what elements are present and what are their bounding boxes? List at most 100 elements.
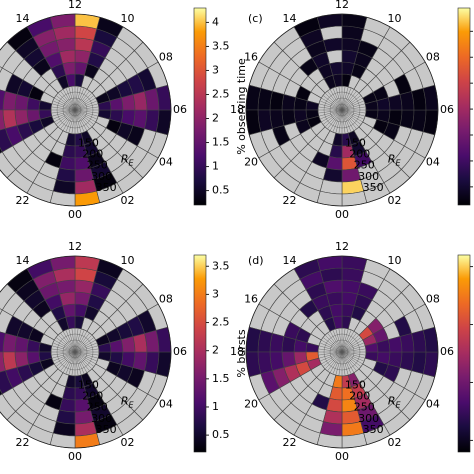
colorbar-tick-label: 0.5 [212,184,230,197]
hour-label: 12 [335,240,349,253]
inner-mesh [62,339,88,365]
r-label-sub: E [396,400,402,409]
heat-cell [74,49,91,65]
r-tick-label: 300 [91,170,112,183]
r-tick-label: 200 [82,148,103,161]
heat-cell [74,279,95,295]
colorbar-tick-label: 2 [212,344,219,357]
colorbar-tick-label: 2.5 [212,87,230,100]
heat-cell [55,409,76,425]
hour-label: 10 [388,254,402,267]
hour-label: 14 [283,12,297,25]
heat-cell [2,90,18,111]
heat-cell [341,49,358,65]
r-label-sub: E [396,158,402,167]
hour-label: 20 [244,156,258,169]
r-tick-label: 350 [96,181,117,194]
r-tick-label: 150 [78,378,99,391]
hour-label: 02 [388,194,402,207]
hour-label: 04 [426,156,440,169]
heat-cell [399,109,415,130]
hour-label: 06 [440,103,454,116]
r-tick-label: 250 [354,401,375,414]
hour-label: 22 [283,194,297,207]
r-label-main: R [388,395,396,408]
hour-label: 04 [159,398,173,411]
r-tick-label: 350 [363,423,384,436]
inner-mesh [56,91,94,129]
polar-panel: 000204060810121416182022150200250300350R… [230,240,473,463]
heat-cell [281,94,297,111]
hour-label: 02 [121,436,135,449]
inner-mesh [68,103,82,117]
r-tick-label: 250 [87,159,108,172]
hour-label: 12 [335,0,349,11]
heat-cell [14,336,30,353]
colorbar-tick-label: 3.5 [212,39,230,52]
hour-label: 18 [230,103,244,116]
hour-label: 08 [159,51,173,64]
inner-mesh [329,97,355,123]
hour-label: 00 [335,450,349,463]
hour-label: 12 [68,240,82,253]
outer-ring [0,13,172,207]
r-tick-label: 200 [349,148,370,161]
colorbar-tick-label: 1 [212,400,219,413]
colorbar-tick-label: 1.5 [212,372,230,385]
colorbar [193,254,207,453]
colorbar-label: % observing time [235,58,248,155]
heat-cell [341,279,362,295]
hour-label: 18 [230,345,244,358]
heat-cell [120,351,136,368]
hour-label: 10 [121,254,135,267]
heat-cell [74,37,95,53]
r-axis-label: RE [121,395,135,410]
r-tick-label: 150 [78,136,99,149]
outer-ring [245,255,439,449]
inner-mesh [335,103,349,117]
hour-label: 16 [244,293,258,306]
colorbar [457,254,471,453]
colorbar [457,7,471,206]
hour-label: 04 [159,156,173,169]
hour-label: 06 [173,345,187,358]
empty-cell [0,66,3,73]
hour-label: 12 [68,0,82,11]
hour-label: 00 [68,450,82,463]
r-label-main: R [121,395,129,408]
r-tick-label: 350 [96,423,117,436]
heat-cell [326,397,343,413]
heat-cell [341,291,358,307]
heat-cell [14,94,30,111]
hour-label: 04 [426,398,440,411]
heat-cell [322,409,343,425]
hour-label: 10 [388,12,402,25]
r-tick-label: 150 [345,136,366,149]
r-tick-label: 250 [87,401,108,414]
r-tick-label: 200 [82,390,103,403]
heat-cell [387,351,403,368]
r-tick-label: 200 [349,390,370,403]
inner-mesh [335,345,349,359]
r-tick-label: 150 [345,378,366,391]
hour-label: 22 [16,436,30,449]
hour-label: 08 [426,51,440,64]
hour-label: 06 [440,345,454,358]
hour-label: 14 [283,254,297,267]
hour-label: 08 [159,293,173,306]
heat-cell [341,37,362,53]
outer-ring [0,255,172,449]
panel-label: (c) [248,12,263,25]
colorbar-tick-label: 1 [212,160,219,173]
inner-mesh [323,333,361,371]
hour-label: 22 [16,194,30,207]
inner-mesh [68,345,82,359]
heat-cell [132,351,148,372]
polar-panel: 000204060810121416182022150200250300350R… [0,240,248,463]
colorbar-label: % bursts [235,329,248,377]
colorbar [193,7,207,206]
colorbar-tick-label: 4 [212,15,219,28]
heat-cell [322,167,343,183]
heat-cell [59,397,76,413]
r-tick-label: 250 [354,159,375,172]
